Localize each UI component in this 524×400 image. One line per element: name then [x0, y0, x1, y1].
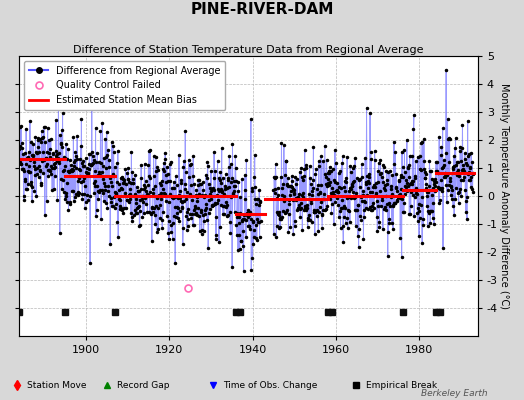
Y-axis label: Monthly Temperature Anomaly Difference (°C): Monthly Temperature Anomaly Difference (… — [499, 83, 509, 309]
Text: Empirical Break: Empirical Break — [366, 380, 436, 390]
Text: Time of Obs. Change: Time of Obs. Change — [223, 380, 317, 390]
Text: Record Gap: Record Gap — [116, 380, 169, 390]
Title: Difference of Station Temperature Data from Regional Average: Difference of Station Temperature Data f… — [73, 45, 424, 55]
Text: PINE-RIVER-DAM: PINE-RIVER-DAM — [190, 2, 334, 17]
Legend: Difference from Regional Average, Quality Control Failed, Estimated Station Mean: Difference from Regional Average, Qualit… — [24, 61, 225, 110]
Text: Berkeley Earth: Berkeley Earth — [421, 389, 487, 398]
Text: Station Move: Station Move — [27, 380, 86, 390]
